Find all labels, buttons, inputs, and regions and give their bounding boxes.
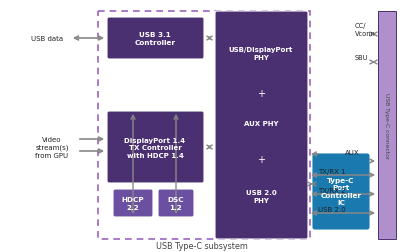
Text: USB data: USB data <box>31 36 63 42</box>
Text: Video
stream(s)
from GPU: Video stream(s) from GPU <box>35 137 69 158</box>
Text: +: + <box>257 154 265 164</box>
Text: DSC
1.2: DSC 1.2 <box>168 197 184 210</box>
FancyBboxPatch shape <box>158 189 194 217</box>
Bar <box>378 12 396 239</box>
Text: USB 2.0: USB 2.0 <box>318 206 346 212</box>
Text: USB Type-C connector: USB Type-C connector <box>384 92 390 159</box>
Text: AUX: AUX <box>345 149 360 155</box>
Text: USB/DisplayPort
PHY: USB/DisplayPort PHY <box>229 47 293 60</box>
Text: DisplayPort 1.4
TX Controller
with HDCP 1.4: DisplayPort 1.4 TX Controller with HDCP … <box>124 137 186 158</box>
FancyBboxPatch shape <box>113 189 153 217</box>
Text: +: + <box>257 89 265 99</box>
Bar <box>378 12 396 239</box>
Text: AUX PHY: AUX PHY <box>244 120 278 127</box>
FancyBboxPatch shape <box>107 112 204 183</box>
Text: USB Type-C subsystem: USB Type-C subsystem <box>156 241 248 250</box>
Text: TX/RX 2: TX/RX 2 <box>318 187 346 193</box>
FancyBboxPatch shape <box>107 18 204 60</box>
Text: USB 3.1
Controller: USB 3.1 Controller <box>134 32 176 46</box>
Text: SBU: SBU <box>355 55 368 61</box>
FancyBboxPatch shape <box>313 154 369 229</box>
Text: HDCP
2.2: HDCP 2.2 <box>122 197 144 210</box>
Text: TX/RX 1: TX/RX 1 <box>318 168 346 174</box>
Bar <box>98 12 310 239</box>
FancyBboxPatch shape <box>215 12 308 239</box>
Text: USB 2.0
PHY: USB 2.0 PHY <box>246 190 276 203</box>
Text: Type-C
Port
Controller
IC: Type-C Port Controller IC <box>320 177 362 205</box>
Text: CC/
Vconn: CC/ Vconn <box>355 23 376 37</box>
